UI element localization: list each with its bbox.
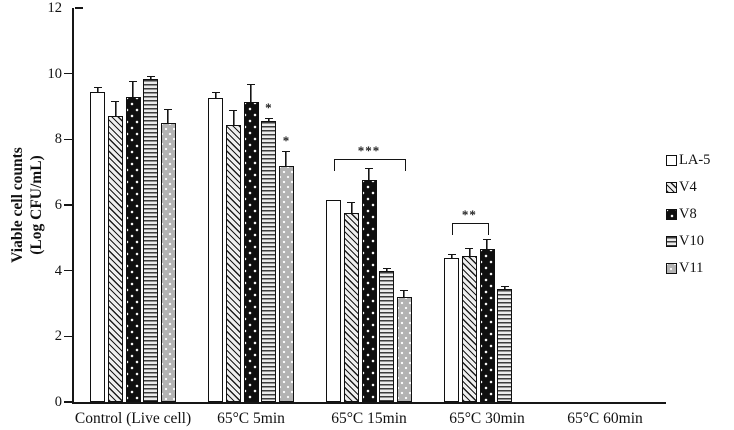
- legend-item-V8: V8: [666, 207, 710, 221]
- y-tick-label-4: 4: [54, 262, 62, 279]
- x-category-label-3: 65°C 30min: [449, 410, 525, 427]
- x-axis-line: [72, 402, 666, 404]
- error-bar-V11-cat1: [282, 151, 291, 166]
- error-bar-V10-cat0: [146, 75, 155, 79]
- y-tick-label-8: 8: [54, 131, 62, 148]
- x-category-label-0: Control (Live cell): [74, 410, 192, 427]
- y-tick-label-12: 12: [47, 0, 63, 16]
- significance-bracket-label-1: **: [461, 207, 477, 223]
- error-bar-V4-cat2: [347, 202, 356, 214]
- legend-swatch-V8-icon: [666, 208, 677, 220]
- legend-item-V4: V4: [666, 180, 710, 194]
- bar-V10-cat1: [261, 121, 277, 402]
- bar-LA-5-cat2: [326, 200, 342, 402]
- y-tick-label-0: 0: [54, 394, 62, 410]
- significance-bracket-1: [451, 223, 489, 236]
- error-bar-V4-cat1: [229, 110, 238, 125]
- bar-V11-cat0: [160, 122, 176, 402]
- legend-swatch-V10-icon: [666, 235, 677, 247]
- bar-V8-cat1: [243, 101, 259, 402]
- legend-label-LA-5: LA-5: [679, 152, 711, 168]
- x-category-label-4: 65°C 60min: [567, 410, 643, 427]
- error-bar-V4-cat3: [465, 248, 474, 256]
- legend-swatch-LA-5-icon: [666, 154, 677, 166]
- bar-V4-cat0: [107, 116, 123, 402]
- bar-V10-cat2: [379, 270, 395, 402]
- error-bar-V8-cat0: [129, 80, 137, 97]
- legend-item-V10: V10: [666, 234, 710, 248]
- error-bar-V10-cat2: [382, 267, 391, 271]
- error-bar-V11-cat0: [164, 108, 173, 123]
- error-bar-LA-5-cat0: [93, 87, 102, 92]
- legend-label-V10: V10: [679, 233, 704, 249]
- legend-label-V4: V4: [679, 179, 697, 195]
- significance-star-V10-cat1: *: [265, 99, 273, 115]
- y-axis-tick-2: [64, 335, 72, 338]
- error-bar-V8-cat3: [483, 239, 491, 250]
- bar-V8-cat2: [361, 180, 377, 402]
- y-axis-tick-8: [64, 138, 72, 141]
- error-bar-V8-cat2: [365, 167, 373, 181]
- x-category-label-1: 65°C 5min: [217, 410, 285, 427]
- plot-area: 0 2 4 6 8 10 12 Control (Live cell) 65°C 5min 65°…: [48, 1, 666, 427]
- bar-V8-cat3: [479, 249, 495, 402]
- bar-V10-cat0: [143, 78, 159, 402]
- y-axis-tick-6: [64, 204, 72, 206]
- legend-swatch-V11-icon: [666, 262, 677, 274]
- y-tick-label-2: 2: [54, 328, 62, 345]
- x-category-label-2: 65°C 15min: [331, 410, 407, 427]
- error-bar-LA-5-cat3: [447, 253, 456, 258]
- error-bar-LA-5-cat1: [211, 92, 220, 99]
- y-tick-label-6: 6: [54, 197, 62, 213]
- error-bar-V11-cat2: [400, 290, 409, 297]
- error-bar-V10-cat3: [500, 286, 509, 289]
- legend-label-V8: V8: [679, 206, 697, 222]
- significance-bracket-label-0: ***: [357, 143, 381, 159]
- significance-bracket-0: [333, 159, 407, 172]
- significance-star-V11-cat1: *: [282, 133, 290, 149]
- legend-label-V11: V11: [679, 260, 704, 276]
- y-axis-tick-0: [64, 401, 72, 403]
- bar-LA-5-cat3: [444, 257, 460, 402]
- bar-V8-cat0: [125, 96, 141, 402]
- bar-V4-cat2: [343, 213, 359, 402]
- legend-item-V11: V11: [666, 261, 710, 275]
- legend: LA-5 V4 V8 V10 V11: [666, 153, 710, 288]
- bar-V11-cat2: [396, 296, 412, 402]
- error-bar-V4-cat0: [111, 100, 120, 117]
- bar-V10-cat3: [497, 288, 513, 402]
- legend-swatch-V4-icon: [666, 181, 677, 193]
- y-axis-tick-12: [75, 7, 83, 9]
- legend-item-LA-5: LA-5: [666, 153, 710, 167]
- error-bar-V10-cat1: [264, 117, 273, 122]
- y-axis-tick-10: [64, 72, 72, 75]
- bar-LA-5-cat1: [208, 98, 224, 402]
- error-bar-V8-cat1: [247, 84, 255, 102]
- y-axis-line: [72, 8, 74, 404]
- y-tick-label-10: 10: [47, 65, 63, 82]
- bar-LA-5-cat0: [90, 91, 106, 402]
- bar-V4-cat3: [461, 255, 477, 402]
- bar-V4-cat1: [225, 124, 241, 402]
- bar-V11-cat1: [278, 165, 294, 402]
- y-axis-tick-4: [64, 269, 72, 272]
